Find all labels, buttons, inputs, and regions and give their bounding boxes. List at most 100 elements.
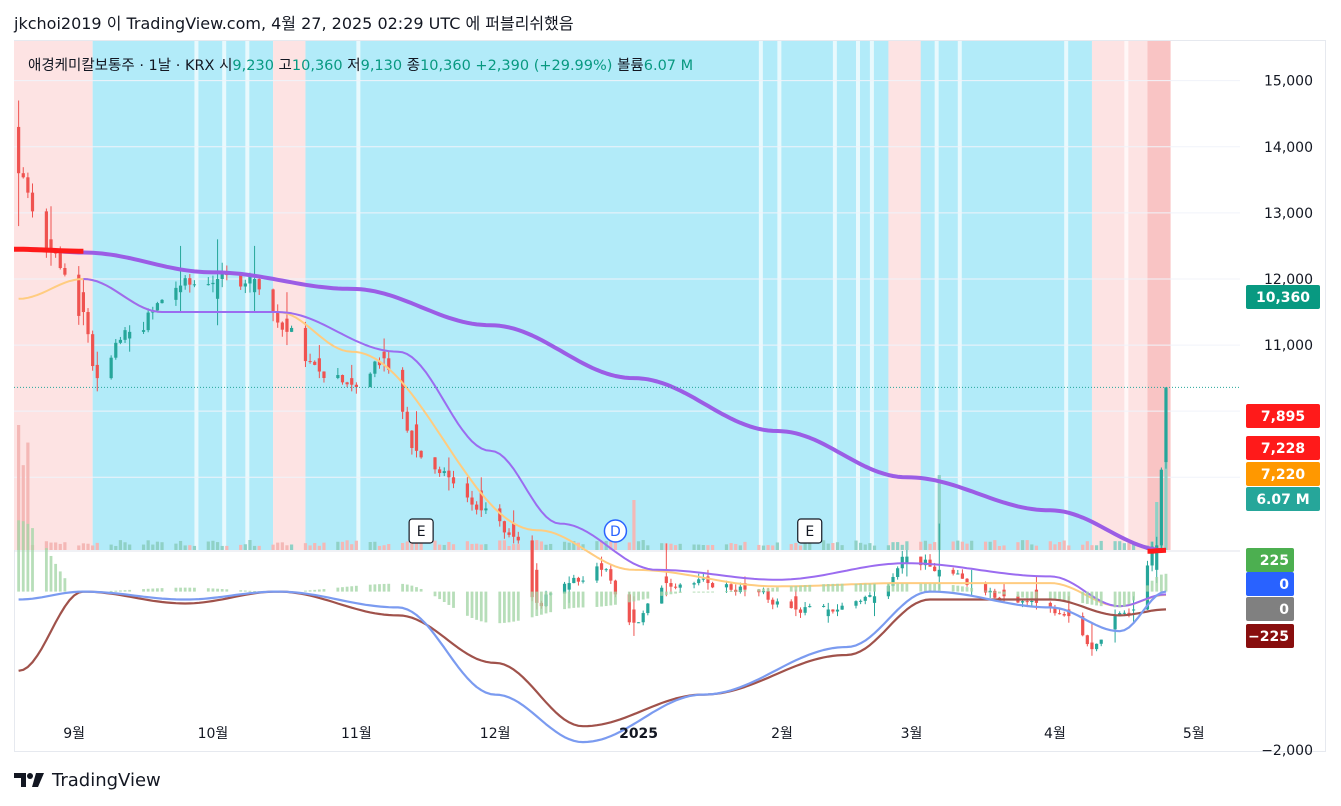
volume-bar (484, 544, 488, 550)
volume-bar (794, 542, 798, 550)
candle-body (81, 292, 85, 313)
volume-bar (743, 541, 747, 550)
candle-body (808, 606, 812, 608)
histogram-bar (1081, 591, 1085, 604)
price-tag-box (1246, 436, 1320, 460)
histogram-bar (674, 591, 677, 594)
histogram-bar (243, 590, 247, 592)
histogram-bar (1067, 591, 1071, 601)
histogram-bar (193, 587, 196, 592)
candle-body (1025, 601, 1029, 603)
histogram-bar (729, 590, 733, 592)
volume-bar (641, 540, 645, 550)
candle-body (604, 569, 608, 571)
volume-bar (803, 542, 807, 550)
candle-body (646, 603, 650, 614)
price-tick-label: 12,000 (1264, 272, 1313, 288)
volume-bar (572, 541, 576, 550)
histogram-bar (1118, 591, 1122, 608)
volume-bar (128, 544, 132, 550)
candle-body (632, 609, 636, 623)
volume-bar (697, 544, 701, 550)
volume-bar (729, 543, 733, 550)
candle-body (905, 556, 909, 564)
candle-body (535, 569, 539, 603)
macd-tag: 0 (1246, 597, 1294, 621)
volume-bar (1002, 545, 1006, 550)
dividend-marker-label: D (610, 524, 621, 540)
candle-body (794, 596, 798, 610)
candle-body (114, 342, 118, 358)
histogram-bar (905, 583, 909, 592)
volume-bar (840, 545, 844, 550)
candle-body (257, 278, 261, 290)
candle-body (1053, 608, 1057, 614)
candle-body (664, 576, 668, 584)
price-tag-label: 10,360 (1256, 290, 1310, 306)
histogram-bar (410, 585, 414, 592)
candle-body (789, 601, 793, 609)
volume-bar (382, 545, 386, 550)
histogram-bar (433, 591, 437, 597)
volume-bar (539, 541, 544, 550)
volume-bar (373, 541, 377, 550)
time-axis-label: 11월 (341, 726, 372, 742)
volume-bar (1131, 541, 1136, 550)
candle-body (826, 609, 830, 617)
volume-bar (44, 541, 48, 550)
candle-body (451, 477, 456, 484)
footer-branding[interactable]: TradingView (14, 768, 161, 792)
histogram-bar (660, 591, 664, 596)
volume-bar (81, 543, 85, 550)
candle-body (562, 583, 567, 594)
histogram-bar (146, 588, 150, 592)
volume-bar (775, 542, 779, 550)
time-axis-label: 4월 (1044, 726, 1066, 742)
candle-body (373, 361, 377, 374)
volume-bar (220, 545, 224, 550)
legend-volume: 6.07 M (643, 58, 694, 74)
volume-bar (993, 540, 997, 550)
candle-body (410, 430, 414, 449)
volume-bar (757, 544, 761, 550)
candle-body (993, 590, 997, 598)
histogram-bar (475, 591, 479, 620)
volume-bar (1062, 540, 1066, 550)
histogram-bar (1095, 591, 1098, 606)
volume-bar (160, 542, 164, 550)
background-stripe (934, 41, 939, 550)
macd-tag: 0 (1246, 572, 1294, 596)
volume-bar (95, 542, 99, 550)
histogram-bar (341, 587, 344, 592)
time-axis-label: 12월 (480, 726, 511, 742)
candle-body (377, 361, 382, 366)
volume-bar (183, 545, 187, 550)
volume-bar (692, 544, 696, 550)
volume-bar (433, 540, 437, 550)
volume-bar (960, 541, 965, 550)
histogram-bar (924, 583, 927, 592)
histogram-bar (1048, 591, 1052, 600)
candle-body (220, 271, 224, 279)
candle-body (724, 584, 729, 588)
background-stripe (356, 41, 361, 550)
candle-body (595, 566, 599, 581)
background-zone (1091, 41, 1148, 550)
histogram-bar (114, 590, 118, 592)
histogram-bar (803, 585, 807, 592)
candle-body (63, 268, 67, 275)
candle-body (17, 126, 21, 174)
candle-body (613, 580, 618, 595)
volume-bar (512, 544, 516, 550)
candle-body (599, 563, 604, 570)
price-tag-box (1246, 462, 1320, 486)
histogram-bar (993, 591, 997, 593)
candle-body (289, 327, 294, 332)
candle-body (178, 285, 183, 293)
histogram-bar (345, 586, 349, 592)
histogram-bar (896, 583, 900, 592)
macd-tag-box (1246, 548, 1294, 572)
histogram-bar (1164, 573, 1168, 592)
histogram-bar (970, 587, 974, 592)
